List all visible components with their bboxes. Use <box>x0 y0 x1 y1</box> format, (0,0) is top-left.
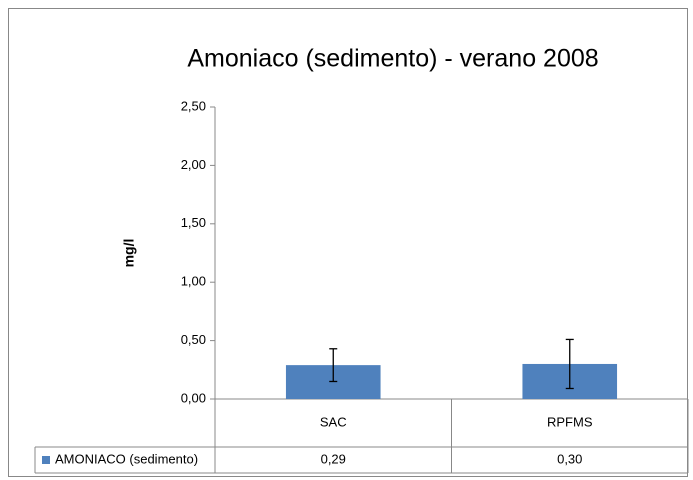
chart-frame <box>8 8 688 477</box>
legend-label: AMONIACO (sedimento) <box>55 451 198 466</box>
y-axis-label: mg/l <box>121 239 137 268</box>
chart-title: Amoniaco (sedimento) - verano 2008 <box>187 45 598 73</box>
x-tick-label: SAC <box>320 414 347 429</box>
error-bar <box>329 348 338 383</box>
x-tick-label: RPFMS <box>547 414 593 429</box>
table-value: 0,29 <box>321 451 346 466</box>
table-value: 0,30 <box>557 451 582 466</box>
y-tick-label: 1,50 <box>181 215 206 230</box>
y-tick-label: 2,50 <box>181 98 206 113</box>
y-tick-label: 0,50 <box>181 332 206 347</box>
legend-swatch <box>42 456 50 464</box>
y-tick-label: 2,00 <box>181 157 206 172</box>
y-tick-label: 1,00 <box>181 274 206 289</box>
error-bar <box>565 338 574 390</box>
y-tick-label: 0,00 <box>181 390 206 405</box>
